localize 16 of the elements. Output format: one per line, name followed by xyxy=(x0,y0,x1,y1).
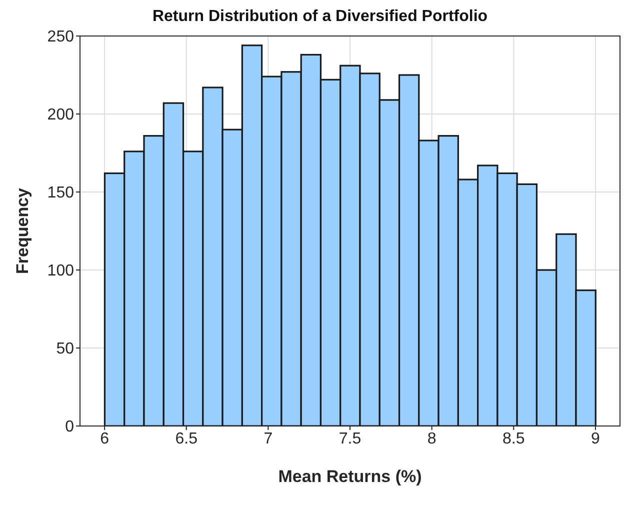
y-tick-label: 50 xyxy=(56,340,74,358)
y-axis-title: Frequency xyxy=(13,187,32,274)
y-tick-label: 100 xyxy=(47,262,74,280)
x-tick-label: 8 xyxy=(427,430,436,448)
y-tick-label: 150 xyxy=(47,184,74,202)
y-tick-label: 200 xyxy=(47,106,74,124)
y-tick-label: 250 xyxy=(47,28,74,46)
x-tick-label: 8.5 xyxy=(502,430,525,448)
x-axis-title: Mean Returns (%) xyxy=(278,467,422,486)
x-tick-label: 7 xyxy=(264,430,273,448)
y-tick-label: 0 xyxy=(65,418,74,436)
chart-title: Return Distribution of a Diversified Portfolio xyxy=(151,8,489,26)
x-tick-label: 9 xyxy=(591,430,600,448)
x-tick-label: 6 xyxy=(100,430,110,448)
x-tick-label: 7.5 xyxy=(338,430,362,448)
x-tick-label: 6.5 xyxy=(175,430,198,448)
